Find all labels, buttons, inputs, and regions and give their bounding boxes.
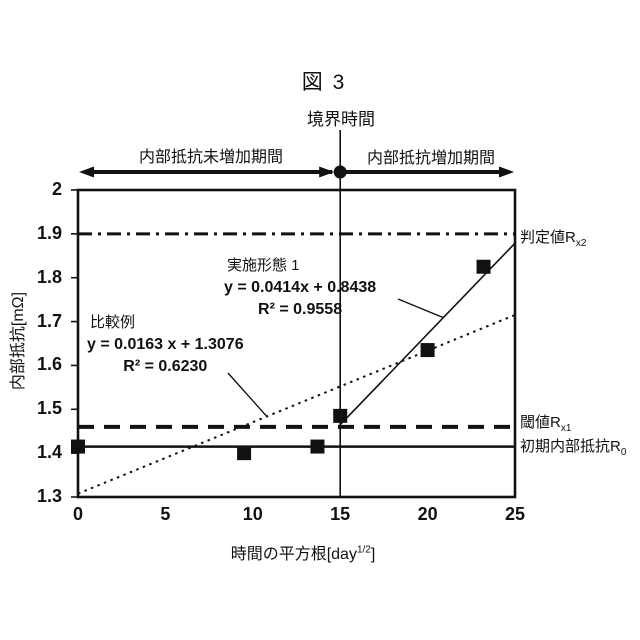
y-tick-label: 1.9 [36, 222, 62, 243]
y-tick-label: 1.7 [36, 310, 62, 331]
data-point [333, 408, 348, 423]
period-arrow-left-head-right [319, 166, 335, 178]
x-tick-label: 15 [330, 504, 351, 524]
y-tick-label: 2 [51, 179, 62, 199]
annotation-comparative: 比較例 y = 0.0163 x + 1.3076 R² = 0.6230 [87, 312, 244, 378]
fit-line-comparative [77, 314, 516, 495]
x-axis-title: 時間の平方根[day1/2] [231, 540, 376, 564]
annotation-embodiment-name: 実施形態 1 [227, 257, 300, 274]
data-point [476, 259, 491, 274]
annotation-embodiment-r2: R² = 0.9558 [258, 301, 343, 318]
y-tick-label: 1.4 [36, 442, 62, 463]
period-arrow-right-head [499, 166, 514, 178]
data-point [420, 343, 435, 358]
reference-label-initial-subscript: 0 [620, 447, 627, 458]
x-axis-title-superscript: 1/2 [356, 544, 371, 556]
x-tick-label: 5 [160, 504, 171, 524]
x-tick-label: 20 [417, 504, 438, 524]
y-tick-label: 1.3 [36, 486, 62, 506]
reference-label-threshold-text: 閾値R [520, 414, 561, 431]
boundary-marker-dot [333, 165, 347, 179]
reference-label-initial-text: 初期内部抵抗R [520, 438, 621, 455]
annotation-leader-comparative [227, 372, 268, 417]
period-label-no-increase: 内部抵抗未増加期間 [138, 149, 284, 166]
annotation-embodiment: 実施形態 1 y = 0.0414x + 0.8438 R² = 0.9558 [224, 255, 376, 321]
x-tick-label: 10 [242, 504, 263, 524]
plot-frame [76, 188, 517, 499]
data-point [71, 439, 85, 454]
reference-label-judgment-subscript: x2 [575, 238, 587, 249]
x-axis-title-text: 時間の平方根[day [230, 546, 357, 563]
data-point [237, 446, 252, 461]
reference-label-judgment-text: 判定値R [520, 229, 576, 246]
reference-label-threshold-subscript: x1 [560, 423, 572, 434]
x-tick-label: 25 [504, 504, 526, 524]
annotation-comparative-equation: y = 0.0163 x + 1.3076 [87, 336, 244, 353]
reference-label-initial: 初期内部抵抗R0 [520, 435, 626, 458]
figure-title: 図 3 [301, 71, 347, 94]
annotation-embodiment-equation: y = 0.0414x + 0.8438 [224, 279, 377, 296]
y-tick-label: 1.6 [36, 354, 62, 375]
reference-label-threshold: 閾値Rx1 [520, 411, 571, 434]
annotation-leader-embodiment [397, 298, 444, 319]
data-point [310, 439, 325, 454]
x-axis-title-close-bracket: ] [370, 546, 376, 563]
y-tick-label: 1.5 [36, 398, 62, 419]
period-arrow-left-head-left [79, 166, 94, 178]
reference-label-judgment: 判定値Rx2 [520, 226, 586, 249]
period-label-increase: 内部抵抗増加期間 [366, 150, 496, 167]
x-tick-label: 0 [72, 504, 83, 524]
y-tick-label: 1.8 [36, 266, 62, 287]
boundary-time-label: 境界時間 [307, 110, 375, 129]
annotation-comparative-name: 比較例 [90, 314, 136, 331]
annotation-comparative-r2: R² = 0.6230 [123, 358, 208, 375]
